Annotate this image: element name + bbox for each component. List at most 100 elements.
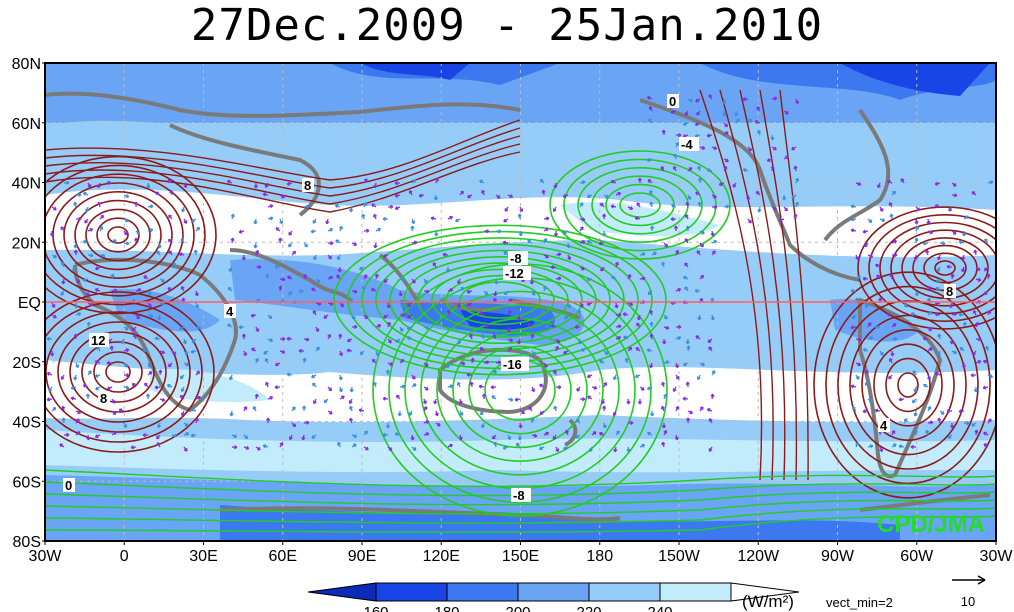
wind-vector-head [672, 165, 677, 170]
wind-vector-head [503, 251, 508, 255]
wind-vector-head [982, 359, 987, 364]
wind-vector-head [598, 241, 603, 246]
wind-vector-head [304, 243, 308, 248]
wind-vector-head [874, 324, 878, 330]
wind-vector-head [857, 181, 862, 186]
wind-vector-head [406, 326, 411, 331]
wind-vector-head [971, 422, 975, 427]
wind-vector-head [649, 309, 654, 314]
wind-vector-head [446, 309, 451, 314]
wind-vector-head [389, 362, 394, 366]
wind-vector-head [708, 94, 713, 98]
wind-vector-head [635, 347, 640, 351]
wind-vector-head [449, 302, 453, 307]
wind-vector-head [149, 313, 154, 318]
wind-vector-head [664, 315, 668, 320]
wind-vector-head [479, 311, 484, 316]
contour-line [333, 224, 667, 376]
contour-line [445, 274, 555, 326]
wind-vector-head [412, 383, 417, 388]
contour-label-bg [302, 178, 314, 192]
wind-vector-head [77, 410, 82, 415]
wind-vector-head [149, 204, 154, 209]
wind-vector-head [288, 243, 292, 248]
wind-vector-head [182, 340, 187, 345]
wind-vector-head [106, 386, 111, 391]
wind-vector-head [89, 302, 93, 307]
wind-vector-head [581, 180, 586, 185]
contour-label-bg [944, 284, 956, 298]
wind-vector-head [268, 315, 273, 320]
wind-vector-head [539, 178, 544, 183]
wind-vector-head [754, 120, 759, 125]
contour-label: -4 [681, 137, 693, 152]
wind-vector-head [94, 434, 99, 439]
wind-vector-head [708, 448, 713, 452]
wind-vector-head [493, 292, 498, 297]
contour-line [468, 345, 572, 435]
wind-vectors [46, 94, 994, 453]
wind-vector-head [684, 213, 689, 218]
wind-vector-head [179, 375, 184, 380]
contour-label: 4 [880, 418, 888, 433]
wind-vector-head [85, 393, 91, 397]
wind-vector-head [479, 347, 484, 351]
wind-vector-head [923, 383, 927, 388]
wind-vector-head [614, 261, 619, 266]
lon-label: 180 [586, 548, 613, 565]
wind-vector-head [878, 297, 883, 301]
wind-vector-head [363, 202, 368, 206]
wind-vector-head [157, 245, 162, 249]
wind-vector-head [432, 262, 437, 266]
wind-vector-head [95, 386, 99, 391]
contour-line [857, 206, 996, 330]
wind-vector-head [148, 371, 153, 375]
wind-vector-head [394, 206, 399, 210]
wind-vector-head [623, 335, 627, 340]
wind-vector-head [636, 322, 640, 327]
wind-vector-head [602, 213, 607, 217]
wind-vector-head [913, 412, 918, 417]
wind-vector-head [77, 312, 82, 317]
wind-vector-head [233, 434, 238, 439]
wind-vector-head [269, 204, 274, 209]
wind-vector-head [678, 324, 682, 330]
wind-vector-head [850, 217, 855, 222]
wind-vector-head [950, 273, 955, 278]
wind-vector-head [987, 418, 992, 423]
wind-vector-head [863, 243, 868, 248]
wind-vector-head [852, 406, 856, 411]
wind-vector-head [724, 123, 729, 128]
wind-vector-head [706, 168, 711, 173]
wind-vector-head [695, 335, 700, 340]
wind-vector-head [646, 386, 651, 391]
wind-vector-head [713, 194, 717, 199]
wind-vector-head [361, 213, 366, 218]
wind-vector-head [329, 410, 333, 415]
wind-vector-head [710, 232, 715, 237]
lat-label: 80N [12, 56, 41, 73]
wind-vector-head [400, 303, 405, 308]
wind-vector-head [325, 220, 330, 225]
wind-vector-head [227, 323, 231, 328]
wind-vector-head [574, 324, 578, 330]
wind-vector-head [394, 432, 399, 437]
wind-vector-head [118, 408, 123, 413]
wind-vector-head [937, 352, 941, 357]
contour-line [45, 143, 521, 205]
wind-vector-head [382, 254, 387, 259]
wind-vector-head [89, 228, 94, 232]
wind-vector-head [889, 213, 894, 218]
contour-label: 8 [100, 391, 107, 406]
wind-vector-head [388, 447, 393, 451]
wind-vector-head [892, 190, 897, 195]
wind-vector-head [353, 434, 358, 438]
positive-contours [45, 89, 996, 499]
wind-vector-head [85, 208, 90, 213]
wind-vector-head [879, 208, 884, 212]
wind-vector-head [328, 387, 333, 392]
contour-line [45, 173, 195, 297]
wind-vector-head [265, 273, 270, 278]
wind-vector-head [183, 184, 188, 189]
wind-vector-head [670, 203, 675, 208]
